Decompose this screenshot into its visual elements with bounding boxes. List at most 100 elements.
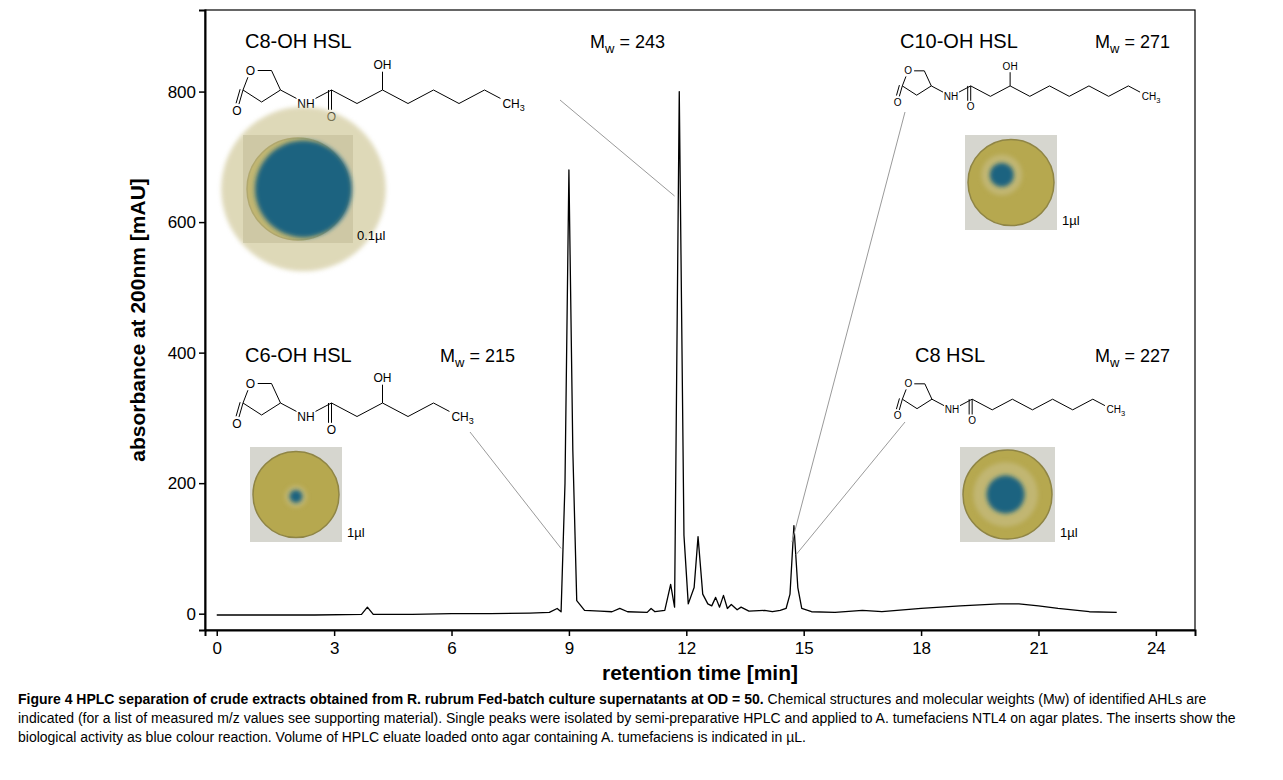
x-tick-mark	[334, 630, 336, 636]
caption: Figure 4 HPLC separation of crude extrac…	[18, 690, 1265, 747]
atom-label: OH	[374, 58, 392, 72]
atom-label: O	[232, 417, 241, 431]
bond	[896, 85, 899, 95]
x-tick: 6	[447, 630, 456, 658]
mw-label: Mw = 215	[440, 346, 515, 370]
bond	[1010, 72, 1011, 86]
x-tick-mark	[686, 630, 688, 636]
caption-space	[764, 691, 768, 707]
leader-line	[470, 432, 561, 548]
annotation: C8-OH HSLMw = 243OONHOCH3OH0.1µl	[221, 30, 674, 271]
bond	[932, 399, 944, 405]
y-tick: 600	[168, 213, 205, 232]
x-tick: 18	[912, 630, 931, 658]
atom-label: O	[246, 377, 255, 391]
bond	[1010, 86, 1030, 96]
bond	[914, 70, 924, 71]
bond	[1093, 399, 1105, 405]
y-tick-label: 600	[168, 213, 196, 232]
bond	[1073, 399, 1093, 410]
chromatogram-line	[217, 92, 1117, 615]
bond	[969, 399, 970, 414]
plate-dish	[968, 140, 1054, 226]
mw-sep: =	[1119, 32, 1140, 52]
bond	[243, 390, 248, 403]
bond	[459, 90, 485, 104]
bond	[243, 77, 248, 90]
atom-label: OH	[1003, 61, 1018, 72]
bond	[902, 399, 917, 408]
mw-symbol: M	[1095, 346, 1110, 366]
x-tick-mark	[216, 630, 218, 636]
x-tick: 12	[677, 630, 696, 658]
bond	[925, 384, 932, 399]
plate-background	[965, 135, 1057, 230]
bond	[332, 403, 358, 417]
bond	[408, 90, 434, 104]
bond	[281, 90, 297, 98]
atom-label: CH3	[502, 97, 524, 114]
plate-stain	[990, 163, 1014, 187]
y-tick-mark	[199, 352, 205, 354]
mw-value: 215	[485, 346, 515, 366]
atom-label: CH3	[451, 410, 473, 427]
volume-label: 1µl	[1062, 213, 1080, 228]
mw-symbol: M	[590, 32, 605, 52]
atom-label: NH	[945, 404, 959, 415]
x-tick-mark	[921, 630, 923, 636]
bond	[316, 90, 332, 98]
bond	[383, 90, 409, 104]
x-tick-label: 0	[213, 639, 222, 658]
atom-label: CH3	[1142, 91, 1161, 105]
y-tick: 0	[187, 605, 205, 624]
y-axis-line	[199, 11, 206, 631]
mw-sep: =	[1119, 346, 1140, 366]
x-tick: 24	[1147, 630, 1166, 658]
plate-background	[250, 447, 342, 542]
y-tick-mark	[199, 613, 205, 615]
bond	[1012, 399, 1032, 410]
y-tick-mark	[199, 222, 205, 224]
atom-label: NH	[944, 91, 958, 102]
bond	[262, 90, 281, 102]
bond	[485, 90, 501, 98]
bond	[899, 399, 902, 410]
atom-label: O	[232, 104, 241, 118]
atom-label: O	[894, 410, 902, 421]
bond	[382, 385, 383, 403]
bond	[970, 86, 971, 101]
x-tick-label: 12	[677, 639, 696, 658]
bond	[328, 403, 329, 423]
bond	[917, 399, 932, 408]
mw-sep: =	[464, 346, 485, 366]
bond	[1050, 86, 1070, 96]
annotation: C10-OH HSLMw = 271OONHOCH3OH1µl	[792, 30, 1170, 542]
y-tick-mark	[199, 91, 205, 93]
bond	[960, 399, 972, 405]
mw-value: 243	[635, 32, 665, 52]
bond	[931, 86, 943, 92]
bond	[902, 86, 916, 95]
bond	[902, 389, 906, 399]
x-tick-mark	[1038, 630, 1040, 636]
plot-frame	[205, 10, 1195, 630]
plate-dish	[253, 452, 339, 538]
bond	[272, 384, 281, 404]
agar-plate	[221, 107, 386, 272]
y-axis-title: absorbance at 200nm [mAU]	[126, 178, 149, 462]
y-tick-label: 0	[187, 605, 196, 624]
mw-label: Mw = 271	[1095, 32, 1170, 56]
bond	[902, 76, 906, 85]
bond	[972, 399, 992, 410]
atom-label: O	[327, 423, 336, 437]
annotations: C8-OH HSLMw = 243OONHOCH3OH0.1µlC6-OH HS…	[221, 30, 1170, 555]
x-tick-label: 3	[330, 639, 339, 658]
x-axis-line	[206, 631, 1196, 637]
x-axis: 03691215182124	[206, 630, 1196, 658]
x-tick: 15	[795, 630, 814, 658]
mw-value: 271	[1140, 32, 1170, 52]
bond	[924, 71, 931, 86]
bond	[1128, 86, 1140, 92]
x-tick: 9	[565, 630, 574, 658]
atom-label: O	[904, 378, 912, 389]
